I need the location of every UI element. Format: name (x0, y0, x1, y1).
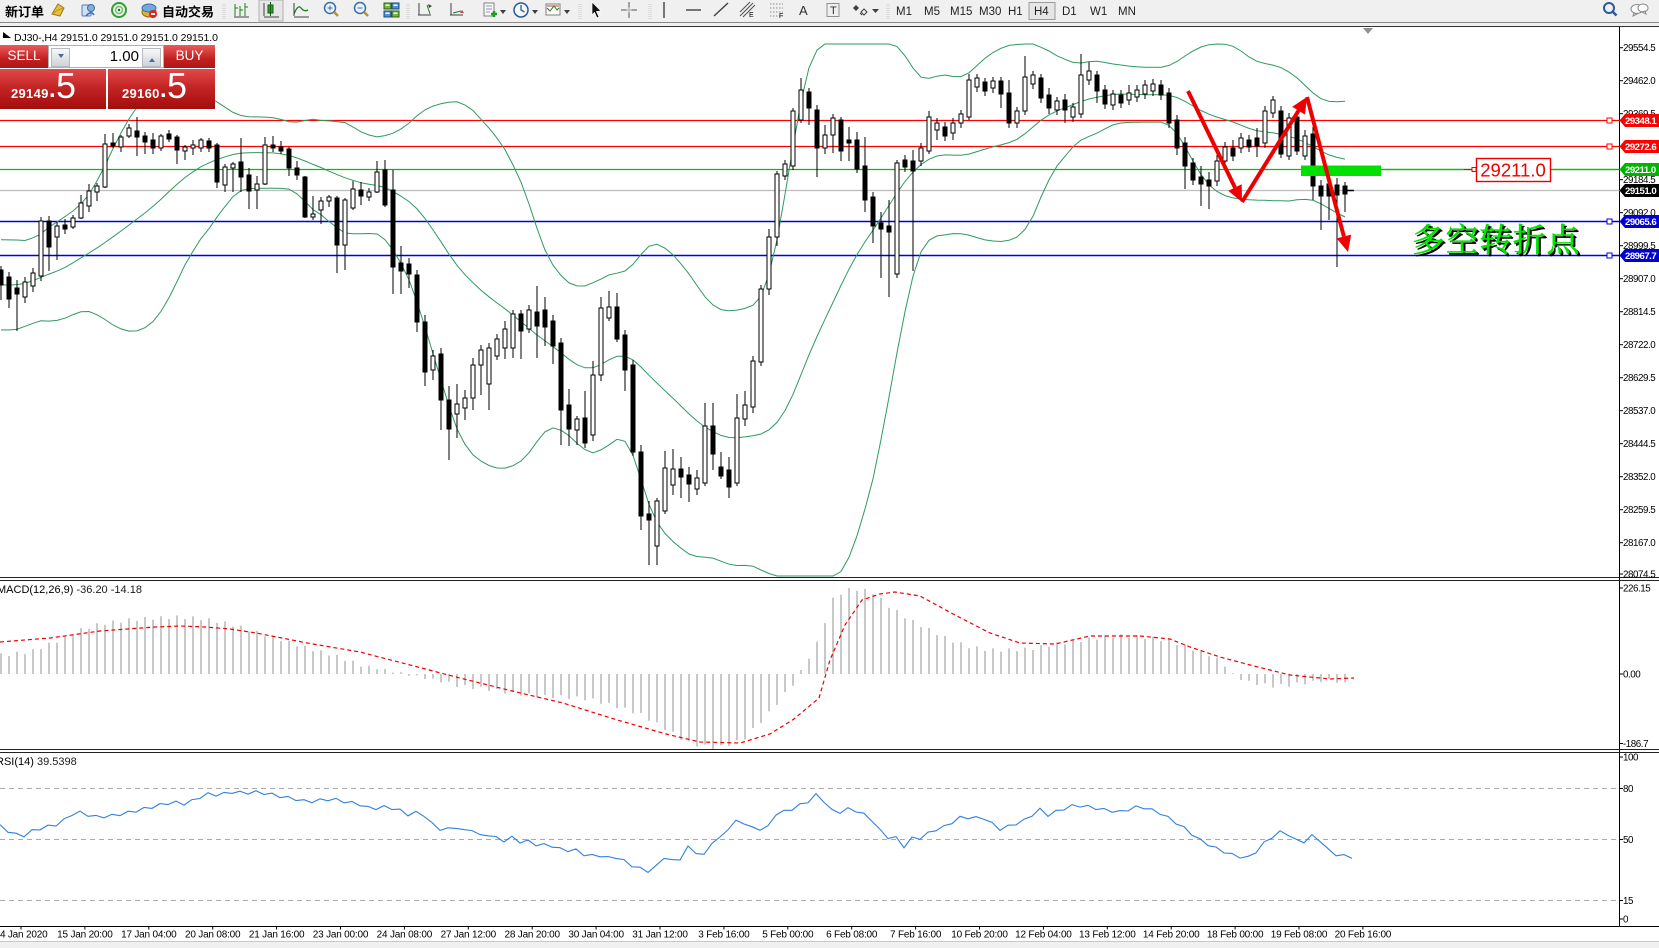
svg-text:14 Jan 2020: 14 Jan 2020 (0, 930, 48, 941)
svg-text:A: A (799, 3, 808, 18)
svg-text:6 Feb 08:00: 6 Feb 08:00 (826, 930, 878, 941)
svg-text:DJ30-,H4 29151.0 29151.0 2915: DJ30-,H4 29151.0 29151.0 29151.0 29151.0 (14, 32, 218, 44)
svg-text:23 Jan 00:00: 23 Jan 00:00 (313, 930, 369, 941)
svg-text:0: 0 (1623, 915, 1629, 926)
svg-text:E: E (749, 12, 754, 19)
svg-text:29184.5: 29184.5 (1623, 175, 1656, 186)
svg-text:21 Jan 16:00: 21 Jan 16:00 (249, 930, 305, 941)
svg-text:15 Jan 20:00: 15 Jan 20:00 (57, 930, 113, 941)
svg-text:0.00: 0.00 (1623, 670, 1641, 681)
svg-text:28907.0: 28907.0 (1623, 274, 1656, 285)
svg-text:28074.5: 28074.5 (1623, 570, 1656, 581)
svg-text:M5: M5 (924, 6, 940, 18)
svg-text:28352.0: 28352.0 (1623, 472, 1656, 483)
svg-text:20 Jan 08:00: 20 Jan 08:00 (185, 930, 241, 941)
svg-text:28999.5: 28999.5 (1623, 241, 1656, 252)
svg-text:H1: H1 (1008, 6, 1023, 18)
svg-text:M30: M30 (979, 6, 1001, 18)
svg-text:M1: M1 (896, 6, 912, 18)
svg-text:F: F (779, 13, 783, 20)
svg-text:H4: H4 (1034, 6, 1049, 18)
svg-text:80: 80 (1623, 784, 1634, 795)
svg-text:29462.0: 29462.0 (1623, 76, 1656, 87)
svg-text:28629.5: 28629.5 (1623, 373, 1656, 384)
svg-text:15: 15 (1623, 896, 1634, 907)
svg-text:20 Feb 16:00: 20 Feb 16:00 (1335, 930, 1392, 941)
svg-text:28722.0: 28722.0 (1623, 340, 1656, 351)
svg-text:5 Feb 00:00: 5 Feb 00:00 (762, 930, 814, 941)
svg-text:29272.6: 29272.6 (1625, 142, 1656, 153)
svg-text:W1: W1 (1090, 6, 1107, 18)
svg-text:24 Jan 08:00: 24 Jan 08:00 (377, 930, 433, 941)
svg-text:RSI(14) 39.5398: RSI(14) 39.5398 (0, 756, 77, 768)
svg-text:29092.0: 29092.0 (1623, 208, 1656, 219)
svg-text:7 Feb 16:00: 7 Feb 16:00 (890, 930, 942, 941)
svg-text:12 Feb 04:00: 12 Feb 04:00 (1015, 930, 1072, 941)
svg-text:D1: D1 (1062, 6, 1077, 18)
svg-text:T: T (830, 5, 837, 17)
svg-text:28167.0: 28167.0 (1623, 538, 1656, 549)
svg-text:MN: MN (1118, 6, 1136, 18)
svg-text:29151.0: 29151.0 (1625, 186, 1656, 197)
svg-text:17 Jan 04:00: 17 Jan 04:00 (121, 930, 177, 941)
svg-text:28 Jan 20:00: 28 Jan 20:00 (504, 930, 560, 941)
svg-text:29348.1: 29348.1 (1625, 116, 1657, 127)
svg-text:29211.0: 29211.0 (1625, 165, 1656, 176)
svg-text:100: 100 (1623, 753, 1639, 764)
svg-text:18 Feb 00:00: 18 Feb 00:00 (1207, 930, 1264, 941)
svg-text:M15: M15 (950, 6, 972, 18)
svg-text:50: 50 (1623, 835, 1634, 846)
svg-text:226.15: 226.15 (1623, 584, 1651, 595)
svg-text:10 Feb 20:00: 10 Feb 20:00 (951, 930, 1008, 941)
svg-text:28259.5: 28259.5 (1623, 505, 1656, 516)
svg-text:27 Jan 12:00: 27 Jan 12:00 (441, 930, 497, 941)
svg-text:29065.6: 29065.6 (1625, 217, 1656, 228)
svg-text:31 Jan 12:00: 31 Jan 12:00 (632, 930, 688, 941)
svg-text:3 Feb 16:00: 3 Feb 16:00 (698, 930, 750, 941)
svg-text:14 Feb 20:00: 14 Feb 20:00 (1143, 930, 1200, 941)
svg-text:28814.5: 28814.5 (1623, 307, 1656, 318)
svg-text:28537.0: 28537.0 (1623, 406, 1656, 417)
svg-text:-186.7: -186.7 (1623, 739, 1648, 750)
svg-text:19 Feb 08:00: 19 Feb 08:00 (1271, 930, 1328, 941)
svg-text:28967.7: 28967.7 (1625, 251, 1656, 262)
svg-text:29554.5: 29554.5 (1623, 43, 1656, 54)
svg-text:MACD(12,26,9) -36.20 -14.18: MACD(12,26,9) -36.20 -14.18 (0, 584, 142, 596)
svg-text:28444.5: 28444.5 (1623, 439, 1656, 450)
svg-text:13 Feb 12:00: 13 Feb 12:00 (1079, 930, 1136, 941)
svg-text:29211.0: 29211.0 (1480, 160, 1546, 181)
svg-text:30 Jan 04:00: 30 Jan 04:00 (568, 930, 624, 941)
